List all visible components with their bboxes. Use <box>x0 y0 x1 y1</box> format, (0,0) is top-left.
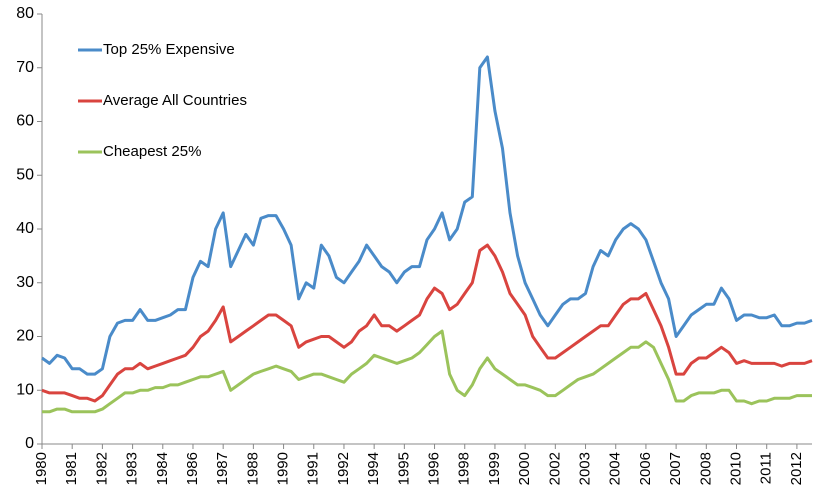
y-tick-label: 30 <box>16 274 34 291</box>
x-tick-label: 1994 <box>365 452 382 485</box>
x-tick-label: 1992 <box>335 452 352 485</box>
data-line <box>41 55 813 376</box>
x-tick-label: 1983 <box>124 452 141 485</box>
legend-label: Cheapest 25% <box>103 143 201 160</box>
x-tick-label: 1990 <box>275 452 292 485</box>
x-tick-label: 1987 <box>214 452 231 485</box>
x-tick-label: 1995 <box>395 452 412 485</box>
x-tick-label: 2007 <box>667 452 684 485</box>
y-tick-label: 60 <box>16 113 34 130</box>
x-tick-label: 1982 <box>93 452 110 485</box>
y-tick-label: 70 <box>16 59 34 76</box>
x-tick-label: 1999 <box>486 452 503 485</box>
y-tick-label: 80 <box>16 5 34 22</box>
x-tick-label: 1980 <box>33 452 50 485</box>
x-tick-label: 2003 <box>576 452 593 485</box>
x-tick-label: 2008 <box>697 452 714 485</box>
y-tick-label: 40 <box>16 220 34 237</box>
x-tick-label: 1988 <box>244 452 261 485</box>
y-tick-label: 50 <box>16 166 34 183</box>
x-tick-label: 1998 <box>456 452 473 485</box>
legend-label: Top 25% Expensive <box>103 41 235 58</box>
x-tick-label: 2000 <box>516 452 533 485</box>
x-tick-label: 2010 <box>727 452 744 485</box>
x-tick-label: 1996 <box>426 452 443 485</box>
x-tick-label: 1991 <box>305 452 322 485</box>
x-tick-label: 2011 <box>758 452 775 484</box>
x-tick-label: 1984 <box>154 452 171 485</box>
x-tick-label: 2012 <box>788 452 805 485</box>
y-tick-label: 10 <box>16 381 34 398</box>
legend-label: Average All Countries <box>103 92 247 109</box>
x-tick-label: 2002 <box>546 452 563 485</box>
x-tick-label: 1986 <box>184 452 201 485</box>
x-tick-label: 1981 <box>63 452 80 485</box>
y-tick-label: 0 <box>25 435 34 452</box>
y-tick-label: 20 <box>16 328 34 345</box>
data-line <box>41 243 813 403</box>
x-tick-label: 2004 <box>607 452 624 485</box>
x-tick-label: 2006 <box>637 452 654 485</box>
data-line <box>42 329 812 414</box>
